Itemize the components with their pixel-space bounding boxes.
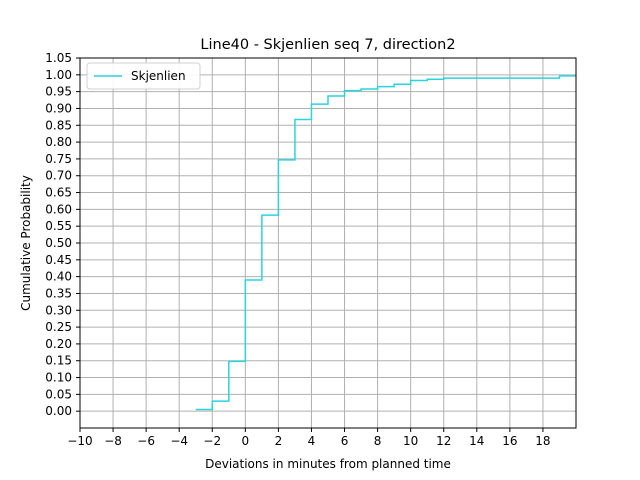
x-tick-label: 16 xyxy=(502,434,517,448)
y-tick-label: 0.40 xyxy=(45,270,72,284)
y-axis: 0.00 0.05 0.10 0.15 0.20 0.25 0.30 0.35 0.40 0.45… xyxy=(45,51,80,418)
y-tick-label: 0.85 xyxy=(45,118,72,132)
x-tick-label: 2 xyxy=(275,434,283,448)
y-axis-label: Cumulative Probability xyxy=(19,175,33,311)
y-tick-label: 0.70 xyxy=(45,169,72,183)
x-tick-label: −8 xyxy=(104,434,122,448)
grid xyxy=(79,57,576,428)
series-layer xyxy=(195,75,576,411)
y-tick-label: 0.25 xyxy=(45,320,72,334)
y-tick-label: 0.60 xyxy=(45,202,72,216)
x-tick-label: −4 xyxy=(170,434,188,448)
y-tick-label: 0.55 xyxy=(45,219,72,233)
x-tick-label: 4 xyxy=(308,434,316,448)
legend: Skjenlien xyxy=(86,62,201,90)
y-tick-label: 1.05 xyxy=(45,51,72,65)
y-tick-label: 0.50 xyxy=(45,236,72,250)
x-tick-label: 12 xyxy=(436,434,451,448)
legend-label: Skjenlien xyxy=(131,69,186,83)
x-axis-label: Deviations in minutes from planned time xyxy=(205,457,451,471)
y-tick-label: 0.90 xyxy=(45,101,72,115)
y-tick-label: 0.20 xyxy=(45,337,72,351)
x-tick-label: 0 xyxy=(242,434,250,448)
chart-title: Line40 - Skjenlien seq 7, direction2 xyxy=(200,37,455,53)
x-tick-label: −2 xyxy=(203,434,221,448)
y-tick-label: 0.45 xyxy=(45,253,72,267)
y-tick-label: 0.10 xyxy=(45,371,72,385)
x-tick-label: 18 xyxy=(535,434,550,448)
x-tick-label: −6 xyxy=(137,434,155,448)
y-tick-label: 1.00 xyxy=(45,68,72,82)
x-axis: −10 −8 −6 −4 −2 0 2 4 6 8 10 12 14 16 18 xyxy=(67,428,551,448)
x-tick-label: −10 xyxy=(67,434,92,448)
x-tick-label: 8 xyxy=(374,434,382,448)
y-tick-label: 0.00 xyxy=(45,404,72,418)
legend-box xyxy=(86,62,201,90)
x-tick-label: 14 xyxy=(469,434,484,448)
y-tick-label: 0.95 xyxy=(45,85,72,99)
x-tick-label: 6 xyxy=(341,434,349,448)
x-tick-label: 10 xyxy=(403,434,418,448)
y-tick-label: 0.75 xyxy=(45,152,72,166)
y-tick-label: 0.35 xyxy=(45,286,72,300)
y-tick-label: 0.15 xyxy=(45,354,72,368)
series-line-skjenlien xyxy=(195,75,576,411)
y-tick-label: 0.65 xyxy=(45,186,72,200)
y-tick-label: 0.30 xyxy=(45,303,72,317)
y-tick-label: 0.80 xyxy=(45,135,72,149)
y-tick-label: 0.05 xyxy=(45,387,72,401)
